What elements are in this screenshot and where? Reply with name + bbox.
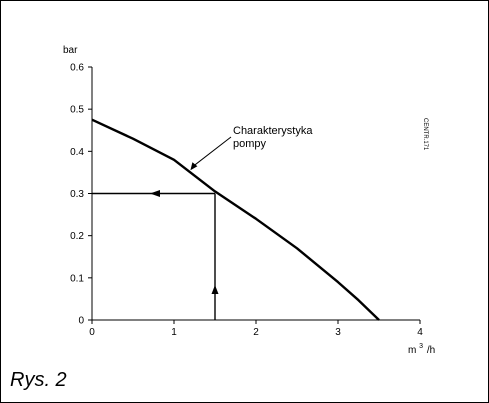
annotation-arrow-head (190, 162, 198, 171)
x-axis-label-base: m (408, 345, 416, 356)
up-arrow-head (211, 285, 219, 294)
curve-annotation-line-2: pompy (233, 138, 267, 150)
x-tick-label: 2 (253, 327, 259, 338)
x-axis-label-rest: /h (427, 345, 435, 356)
y-tick-label: 0.3 (70, 189, 84, 200)
ticks-group: 0 0.1 0.2 0.3 0.4 0.5 0.6 0 1 2 3 4 (70, 63, 423, 339)
figure-caption: Rys. 2 (10, 369, 67, 391)
curve-annotation-line-1: Charakterystyka (233, 125, 313, 137)
guide-lines-group (92, 190, 219, 320)
series-group (91, 118, 380, 321)
y-tick-label: 0.5 (70, 105, 84, 116)
pump-curve-line (91, 118, 380, 321)
y-tick-label: 0.4 (70, 147, 84, 158)
x-axis-label: m 3 /h (408, 340, 435, 356)
side-code: CENTR.171 (422, 118, 428, 151)
x-tick-label: 4 (417, 327, 423, 338)
y-tick-label: 0 (78, 316, 84, 327)
y-axis-label: bar (63, 45, 78, 56)
left-arrow-head (150, 190, 160, 197)
y-tick-label: 0.1 (70, 273, 84, 284)
x-tick-label: 1 (171, 327, 177, 338)
x-axis-label-sup: 3 (419, 343, 423, 350)
y-tick-label: 0.2 (70, 231, 84, 242)
x-tick-label: 3 (335, 327, 341, 338)
annotation-leader-line (194, 136, 232, 166)
y-tick-label: 0.6 (70, 63, 84, 74)
x-tick-label: 0 (89, 327, 95, 338)
